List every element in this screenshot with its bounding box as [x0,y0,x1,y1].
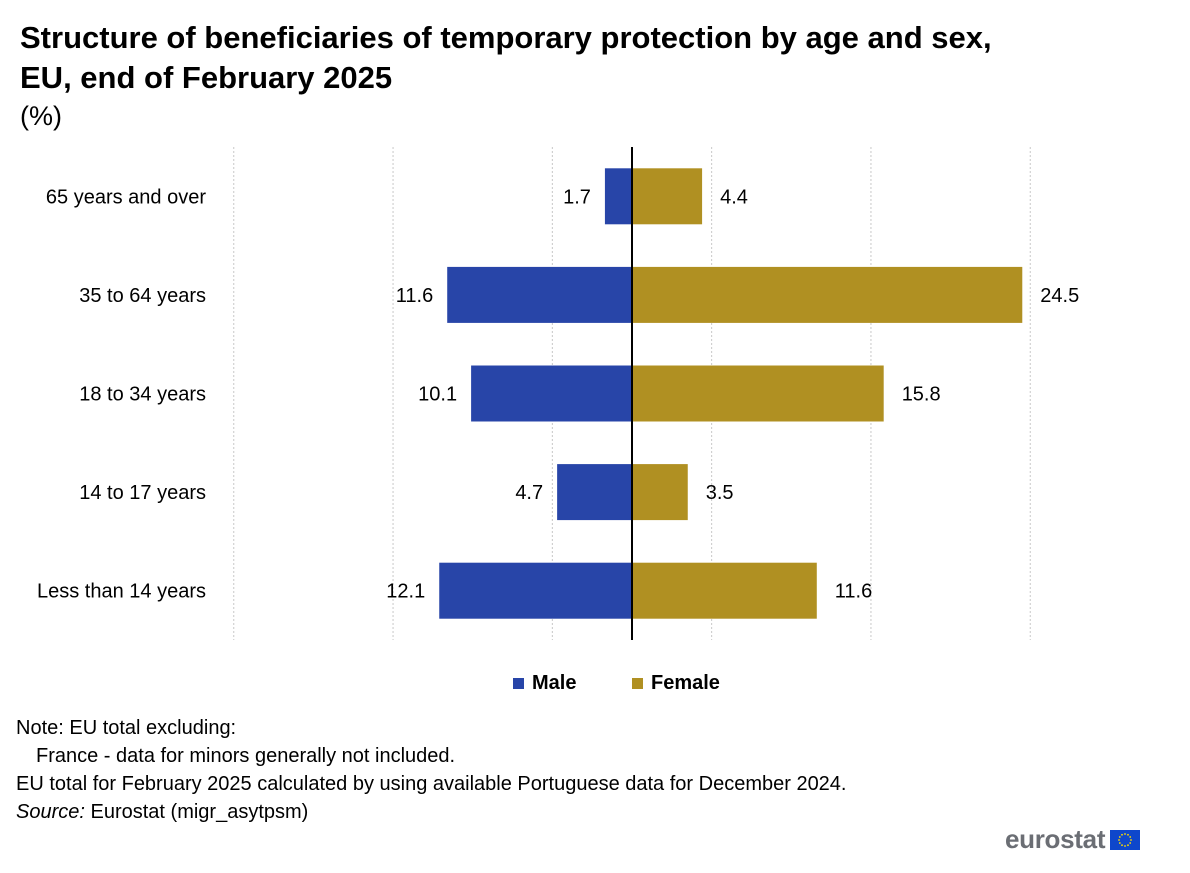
legend-item-male: Male [513,672,576,695]
category-label: Less than 14 years [37,581,206,603]
chart-subtitle: (%) [20,101,62,131]
legend-swatch-male [513,678,524,689]
bar-male [604,168,632,225]
data-label-female: 4.4 [720,186,748,208]
bar-female [632,266,1023,323]
bar-male [447,266,632,323]
source-line: Source: Eurostat (migr_asytpsm) [16,798,847,826]
legend-label-female: Female [651,672,720,694]
note-line: France - data for minors generally not i… [36,745,456,767]
legend-label-male: Male [532,672,577,694]
data-label-female: 24.5 [1040,285,1079,307]
data-label-female: 11.6 [835,581,872,603]
data-label-male: 11.6 [396,285,433,307]
bar-male [439,562,632,619]
bar-female [632,464,688,521]
bar-male [557,464,632,521]
data-label-male: 1.7 [563,186,591,208]
legend: Male Female [0,672,1190,700]
data-label-female: 15.8 [902,384,941,406]
category-label: 35 to 64 years [79,285,206,307]
data-label-male: 4.7 [515,482,543,504]
note-line: Note: EU total excluding: [16,717,237,739]
source-text: Eurostat (migr_asytpsm) [84,801,309,823]
legend-swatch-female [632,678,643,689]
chart-title: Structure of beneficiaries of temporary … [20,20,992,95]
category-label: 14 to 17 years [79,482,206,504]
category-label: 18 to 34 years [79,384,206,406]
data-label-male: 10.1 [418,384,457,406]
bar-male [471,365,632,422]
eurostat-logo: eurostat [1005,824,1141,855]
bar-female [632,168,703,225]
data-label-male: 12.1 [386,581,425,603]
chart-notes: Note: EU total excluding: France - data … [16,714,847,826]
category-label: 65 years and over [46,186,206,208]
bar-female [632,562,817,619]
data-label-female: 3.5 [706,482,734,504]
population-pyramid-chart: 65 years and over 1.7 4.4 35 to 64 years 11.… [37,147,1079,640]
eu-flag-icon [1110,829,1141,850]
source-label: Source: [16,801,85,823]
legend-item-female: Female [632,672,720,695]
bar-female [632,365,884,422]
logo-text: eurostat [1005,824,1106,854]
note-line: EU total for February 2025 calculated by… [16,773,847,795]
